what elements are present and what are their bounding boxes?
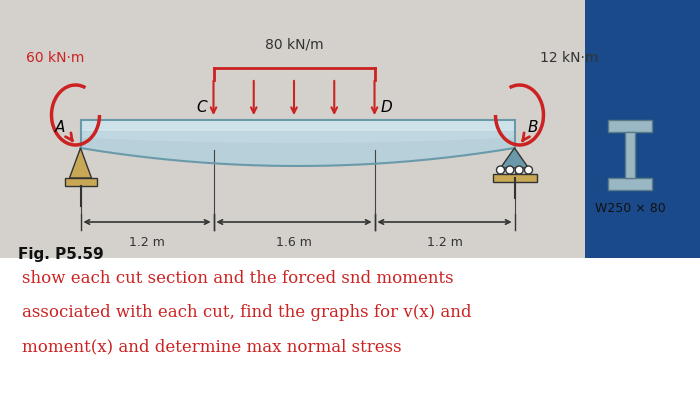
Bar: [608, 120, 652, 132]
Polygon shape: [80, 120, 514, 166]
Bar: [608, 178, 652, 190]
Bar: [0, 0, 700, 258]
Text: 60 kN·m: 60 kN·m: [27, 51, 85, 65]
Circle shape: [524, 166, 533, 174]
Text: B: B: [527, 120, 538, 135]
Bar: [625, 132, 635, 178]
Text: 1.6 m: 1.6 m: [276, 236, 312, 249]
Circle shape: [496, 166, 505, 174]
Text: show each cut section and the forced snd moments: show each cut section and the forced snd…: [22, 270, 454, 287]
Bar: [585, 0, 700, 258]
Text: 1.2 m: 1.2 m: [426, 236, 463, 249]
Text: 80 kN/m: 80 kN/m: [265, 38, 323, 52]
Polygon shape: [69, 148, 92, 178]
Text: associated with each cut, find the graphs for v(x) and: associated with each cut, find the graph…: [22, 304, 472, 321]
Polygon shape: [500, 148, 528, 168]
Text: moment(x) and determine max normal stress: moment(x) and determine max normal stres…: [22, 338, 402, 355]
Text: A: A: [55, 120, 66, 135]
Text: C: C: [196, 100, 206, 116]
Polygon shape: [80, 133, 514, 142]
Text: 1.2 m: 1.2 m: [129, 236, 165, 249]
Bar: [493, 174, 536, 182]
Bar: [64, 178, 97, 186]
Circle shape: [506, 166, 514, 174]
Bar: [0, 258, 700, 403]
Text: Fig. P5.59: Fig. P5.59: [18, 247, 104, 262]
Polygon shape: [80, 120, 514, 130]
Text: W250 × 80: W250 × 80: [594, 202, 666, 215]
Text: 12 kN·m: 12 kN·m: [540, 51, 598, 65]
Circle shape: [515, 166, 523, 174]
Text: D: D: [381, 100, 393, 116]
